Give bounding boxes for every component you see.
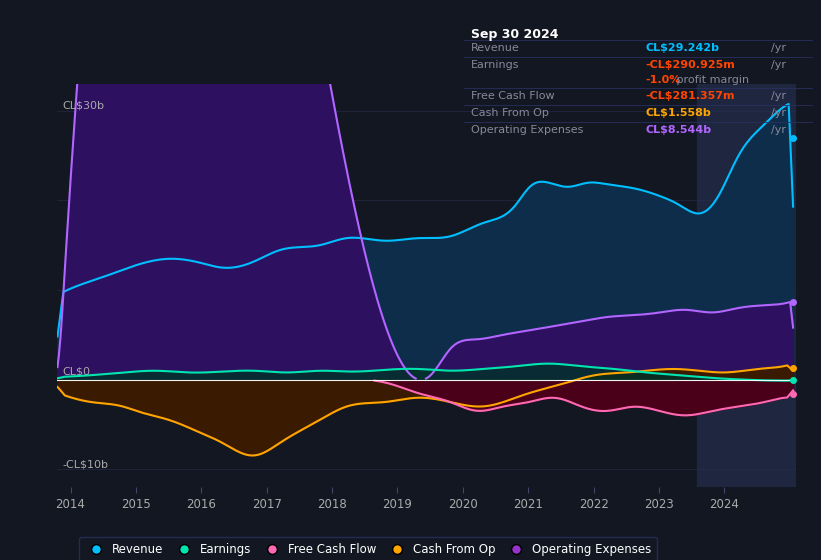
Text: /yr: /yr <box>771 91 786 101</box>
Legend: Revenue, Earnings, Free Cash Flow, Cash From Op, Operating Expenses: Revenue, Earnings, Free Cash Flow, Cash … <box>79 537 657 560</box>
Text: -CL$10b: -CL$10b <box>62 459 108 469</box>
Text: /yr: /yr <box>771 125 786 134</box>
Text: Sep 30 2024: Sep 30 2024 <box>471 27 558 40</box>
Text: Revenue: Revenue <box>471 43 520 53</box>
Text: Free Cash Flow: Free Cash Flow <box>471 91 554 101</box>
Text: Earnings: Earnings <box>471 60 520 70</box>
Text: CL$8.544b: CL$8.544b <box>645 125 712 134</box>
Text: -1.0%: -1.0% <box>645 76 681 85</box>
Text: CL$30b: CL$30b <box>62 101 105 111</box>
Text: -CL$290.925m: -CL$290.925m <box>645 60 735 70</box>
Text: CL$0: CL$0 <box>62 367 90 377</box>
Text: /yr: /yr <box>771 108 786 118</box>
Text: /yr: /yr <box>771 43 786 53</box>
Text: -CL$281.357m: -CL$281.357m <box>645 91 735 101</box>
Text: /yr: /yr <box>771 60 786 70</box>
Text: Cash From Op: Cash From Op <box>471 108 548 118</box>
Text: CL$1.558b: CL$1.558b <box>645 108 711 118</box>
Text: CL$29.242b: CL$29.242b <box>645 43 719 53</box>
Text: Operating Expenses: Operating Expenses <box>471 125 583 134</box>
Bar <box>697 84 796 487</box>
Text: profit margin: profit margin <box>673 76 750 85</box>
